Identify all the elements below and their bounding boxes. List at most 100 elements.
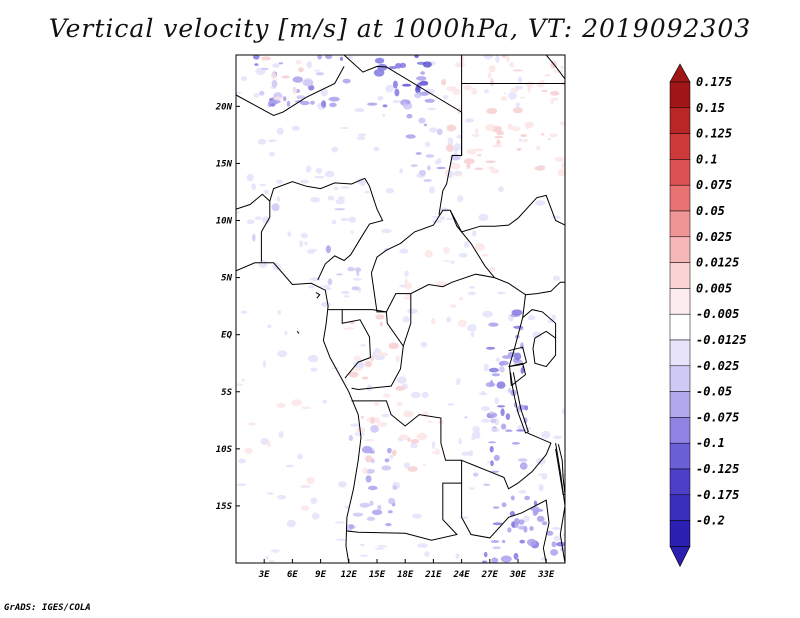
x-tick-label: 18E xyxy=(397,570,414,580)
field-cell xyxy=(271,203,280,212)
field-cell xyxy=(251,183,256,191)
field-cell xyxy=(238,458,246,464)
field-cell xyxy=(309,277,321,282)
field-cell xyxy=(442,260,451,262)
field-cell xyxy=(300,179,309,184)
field-cell xyxy=(450,260,455,264)
field-cell xyxy=(431,318,436,325)
field-cell xyxy=(457,172,462,177)
field-cell xyxy=(455,553,460,559)
field-cell xyxy=(517,76,523,84)
field-cell xyxy=(500,555,512,563)
field-cell xyxy=(378,352,389,357)
field-cell xyxy=(394,88,400,97)
field-cell xyxy=(344,505,350,509)
field-cell xyxy=(511,521,515,528)
field-cell xyxy=(490,78,494,87)
field-cell xyxy=(261,67,269,71)
border-line xyxy=(461,483,550,563)
field-cell xyxy=(349,524,355,530)
field-cell xyxy=(458,252,468,258)
field-cell xyxy=(366,417,372,422)
field-cell xyxy=(508,91,517,100)
field-cell xyxy=(483,551,488,558)
field-cell xyxy=(472,426,481,433)
field-cell xyxy=(461,451,472,456)
field-cell xyxy=(389,454,394,459)
field-cell xyxy=(325,55,333,60)
border-line xyxy=(342,309,404,391)
field-cell xyxy=(489,446,494,453)
field-cell xyxy=(354,267,362,273)
field-cell xyxy=(404,270,409,277)
field-cell xyxy=(356,426,366,434)
field-cell xyxy=(325,245,331,254)
field-cell xyxy=(328,96,340,102)
field-cell xyxy=(550,215,561,219)
field-cell xyxy=(241,76,248,82)
border-line xyxy=(449,194,565,233)
field-cell xyxy=(436,157,442,164)
field-cell xyxy=(474,167,484,171)
field-cell xyxy=(488,367,499,373)
colorbar-bottom-arrow xyxy=(669,546,691,568)
field-cell xyxy=(463,158,475,165)
field-cell xyxy=(364,439,375,442)
field-cell xyxy=(325,287,332,291)
field-cell xyxy=(471,87,478,95)
field-cell xyxy=(501,423,507,430)
field-cell xyxy=(525,426,531,431)
colorbar-bin xyxy=(669,159,691,186)
field-cell xyxy=(292,87,297,95)
field-cell xyxy=(498,361,505,366)
field-cell xyxy=(331,146,339,153)
field-cell xyxy=(536,515,545,523)
field-cell xyxy=(236,91,242,94)
field-cell xyxy=(500,408,505,417)
border-line xyxy=(370,209,496,313)
field-cell xyxy=(353,367,363,372)
field-cell xyxy=(388,66,398,70)
field-cell xyxy=(310,367,318,372)
field-cell xyxy=(299,240,304,248)
colorbar-bin xyxy=(669,184,691,212)
field-cell xyxy=(424,551,430,558)
field-cell xyxy=(424,98,435,103)
field-cell xyxy=(429,186,435,194)
colorbar-label: 0.1 xyxy=(696,152,718,166)
field-cell xyxy=(505,429,513,433)
field-cell xyxy=(518,519,525,525)
field-cell xyxy=(269,151,275,157)
field-cell xyxy=(399,62,407,69)
colorbar-label: -0.005 xyxy=(696,307,739,321)
field-cell xyxy=(507,123,514,130)
field-cell xyxy=(536,81,545,88)
border-line xyxy=(236,262,362,563)
field-cell xyxy=(388,497,396,505)
field-cell xyxy=(399,168,403,174)
field-cell xyxy=(501,502,507,508)
field-cell xyxy=(317,55,322,60)
field-cell xyxy=(469,285,475,289)
colorbar-label: 0.0125 xyxy=(696,256,739,270)
field-cell xyxy=(493,454,500,461)
field-cell xyxy=(282,96,287,102)
field-cell xyxy=(533,500,538,507)
border-line xyxy=(296,330,300,334)
field-cell xyxy=(456,134,463,139)
field-cell xyxy=(493,506,500,509)
field-cell xyxy=(474,243,485,251)
field-cell xyxy=(366,516,376,521)
field-cell xyxy=(464,241,469,248)
field-cell xyxy=(341,290,350,295)
field-cell xyxy=(541,90,548,92)
field-cell xyxy=(285,464,294,468)
field-cell xyxy=(483,55,494,60)
field-cell xyxy=(553,69,564,73)
field-cell xyxy=(431,441,436,449)
x-tick-label: 24E xyxy=(452,570,470,580)
border-line xyxy=(510,372,529,434)
field-cell xyxy=(546,530,554,536)
field-cell xyxy=(496,130,505,136)
field-cell xyxy=(271,79,278,88)
